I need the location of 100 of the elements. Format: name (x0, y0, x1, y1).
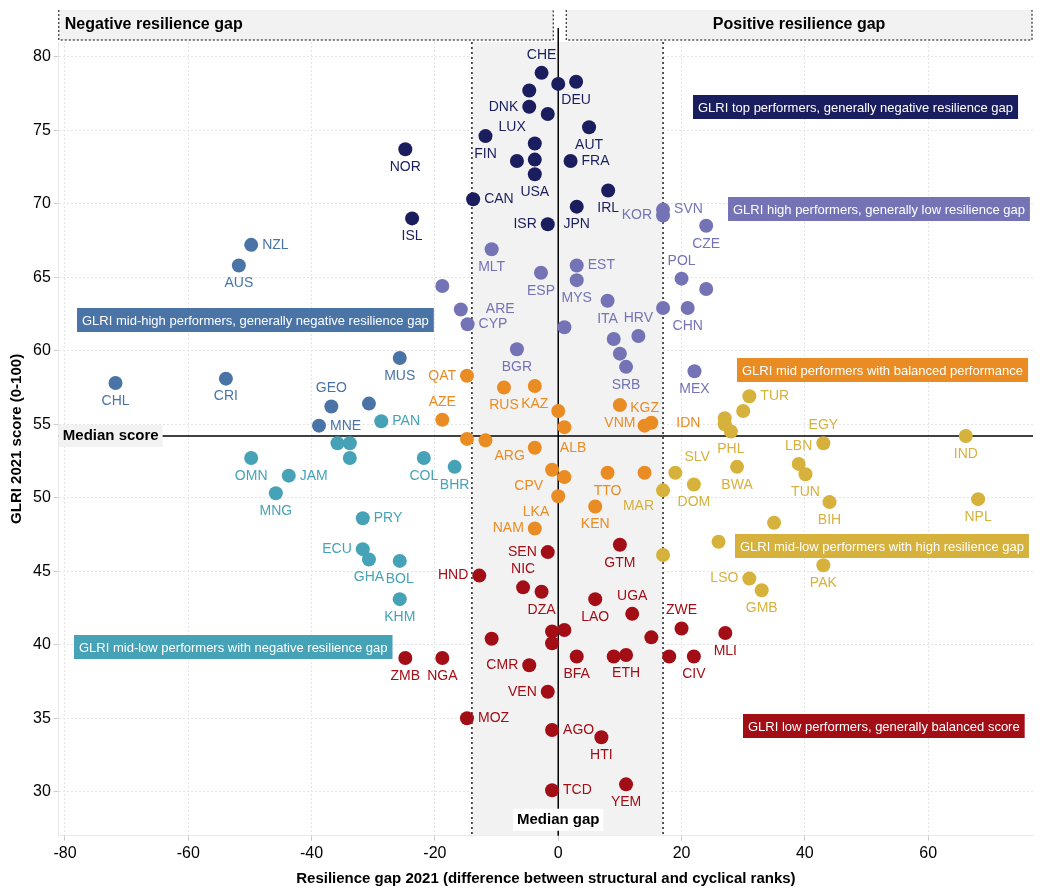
data-label: DEU (561, 90, 591, 107)
point (958, 428, 973, 443)
data-label: AGO (563, 720, 595, 737)
point (533, 265, 548, 280)
point (534, 584, 549, 599)
point (527, 440, 542, 455)
point (361, 552, 376, 567)
point (540, 684, 555, 699)
data-label: ECU (322, 540, 352, 557)
text: Negative resilience gap (64, 15, 243, 33)
y-tick-label: 70 (33, 194, 51, 212)
point (392, 351, 407, 366)
point (569, 273, 584, 288)
point (545, 783, 560, 798)
data-label: BIH (817, 510, 842, 527)
point (435, 412, 450, 427)
data-label: MUS (384, 366, 416, 383)
point (582, 120, 597, 135)
data-label: BHR (439, 475, 470, 492)
data-label: NGA (427, 666, 459, 683)
data-label: ISL (401, 227, 423, 244)
data-label: EGY (808, 416, 839, 433)
data-label: BWA (721, 475, 754, 492)
point (563, 154, 578, 169)
data-label: COL (409, 466, 439, 483)
point (730, 459, 745, 474)
x-tick-label: -40 (300, 843, 324, 861)
data-label: IRL (597, 199, 620, 216)
data-label: LUX (498, 118, 527, 135)
point (822, 495, 837, 510)
data-label: LKA (522, 503, 550, 520)
point (736, 403, 751, 418)
point (355, 511, 370, 526)
point (496, 380, 511, 395)
point (268, 486, 283, 501)
y-tick-label: 65 (33, 267, 51, 285)
point (459, 368, 474, 383)
point (791, 456, 806, 471)
point (453, 302, 468, 317)
point (484, 631, 499, 646)
x-tick-label: -60 (176, 843, 200, 861)
point (466, 192, 481, 207)
point (374, 414, 389, 429)
data-label: LAO (581, 607, 610, 624)
data-label: QAT (428, 366, 457, 383)
point (816, 436, 831, 451)
point (459, 711, 474, 726)
series-label: GLRI high performers, generally low resilience gap (733, 201, 1025, 217)
point (392, 592, 407, 607)
point (606, 649, 621, 664)
point (612, 346, 627, 361)
point (244, 451, 259, 466)
data-label: GTM (604, 553, 636, 570)
data-label: BFA (563, 665, 591, 682)
x-tick-label: 0 (553, 843, 563, 861)
data-label: CMR (486, 656, 519, 673)
data-label: YEM (610, 793, 642, 810)
point (516, 580, 531, 595)
data-label: HND (437, 566, 469, 583)
data-label: NOR (389, 158, 421, 175)
data-label: CZE (692, 234, 721, 251)
point (342, 451, 357, 466)
point (540, 217, 555, 232)
x-tick-label: 20 (672, 843, 691, 861)
ref-line-label: Median gap (516, 809, 600, 827)
data-label: TUN (791, 483, 820, 500)
text: GLRI mid-low performers with negative resilience gap (79, 639, 388, 655)
point (816, 558, 831, 573)
data-label: MLT (478, 258, 506, 275)
data-label: CRI (213, 387, 238, 404)
point (392, 553, 407, 568)
point (522, 83, 537, 98)
data-label: NZL (262, 235, 289, 252)
point (742, 389, 757, 404)
point (551, 489, 566, 504)
point (231, 258, 246, 273)
data-label: CHL (101, 391, 130, 408)
point (557, 623, 572, 637)
data-label: DOM (677, 493, 711, 510)
point (600, 293, 615, 308)
data-label: CYP (478, 315, 508, 332)
text: GLRI mid-high performers, generally negative resilience gap (82, 312, 429, 328)
data-label: KAZ (521, 394, 549, 411)
data-label: MAR (622, 497, 655, 514)
data-label: ZWE (666, 601, 698, 618)
point (478, 129, 493, 144)
point (324, 399, 339, 414)
point (742, 571, 757, 586)
point (551, 76, 566, 91)
point (723, 424, 738, 439)
data-label: FIN (474, 144, 497, 161)
point (674, 271, 689, 286)
point (754, 583, 769, 598)
y-tick-label: 50 (33, 488, 51, 506)
point (398, 142, 413, 157)
data-label: ITA (597, 309, 619, 326)
point (625, 606, 640, 621)
series-label: GLRI mid-low performers with high resilience gap (740, 538, 1024, 554)
data-label: KHM (384, 607, 416, 624)
point (637, 465, 652, 480)
